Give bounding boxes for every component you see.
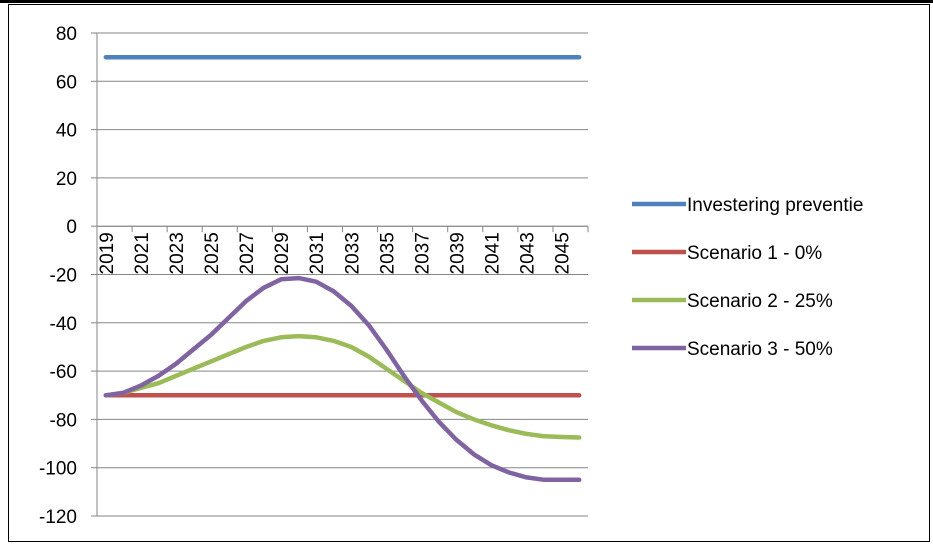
legend-label-1: Investering preventie <box>687 195 863 216</box>
y-tick-label: 40 <box>56 121 77 142</box>
series-line-4 <box>103 275 582 483</box>
x-tick-label: 2037 <box>412 232 433 274</box>
legend-label-2: Scenario 1 - 0% <box>687 243 822 264</box>
y-tick-label: 20 <box>56 169 77 190</box>
x-tick-label: 2043 <box>518 232 539 274</box>
clipped-caption-strip <box>0 0 933 3</box>
x-tick-label: 2033 <box>342 232 363 274</box>
y-tick-label: 80 <box>56 24 77 45</box>
x-tick-label: 2023 <box>167 232 188 274</box>
x-tick-label: 2027 <box>237 232 258 274</box>
legend: Investering preventie Scenario 1 - 0% Scen… <box>632 195 863 360</box>
y-tick-label: -100 <box>39 459 77 480</box>
x-tick-label: 2039 <box>447 232 468 274</box>
x-tick-label: 2025 <box>202 232 223 274</box>
y-tick-label: -60 <box>50 362 77 383</box>
x-tick-label: 2021 <box>132 232 153 274</box>
series-line-3 <box>103 333 582 440</box>
legend-label-3: Scenario 2 - 25% <box>687 291 833 312</box>
x-tick-label: 2045 <box>553 232 574 274</box>
x-tick-label: 2029 <box>272 232 293 274</box>
y-tick-label: -20 <box>50 266 77 287</box>
y-tick-label: 0 <box>66 217 77 238</box>
legend-label-4: Scenario 3 - 50% <box>687 339 833 360</box>
y-tick-label: -40 <box>50 314 77 335</box>
x-tick-label: 2041 <box>483 232 504 274</box>
y-tick-label: -120 <box>39 507 77 528</box>
series-lines <box>103 54 582 483</box>
y-tick-label: -80 <box>50 410 77 431</box>
x-axis: 2019 2021 2023 2025 2027 2029 2031 2033 2035 2037… <box>96 225 589 274</box>
x-tick-label: 2019 <box>97 232 118 274</box>
x-tick-label: 2031 <box>307 232 328 274</box>
x-tick-label: 2035 <box>377 232 398 274</box>
y-axis: 80 60 40 20 0 -20 -40 -60 -80 -100 -120 <box>39 24 98 528</box>
y-tick-label: 60 <box>56 72 77 93</box>
